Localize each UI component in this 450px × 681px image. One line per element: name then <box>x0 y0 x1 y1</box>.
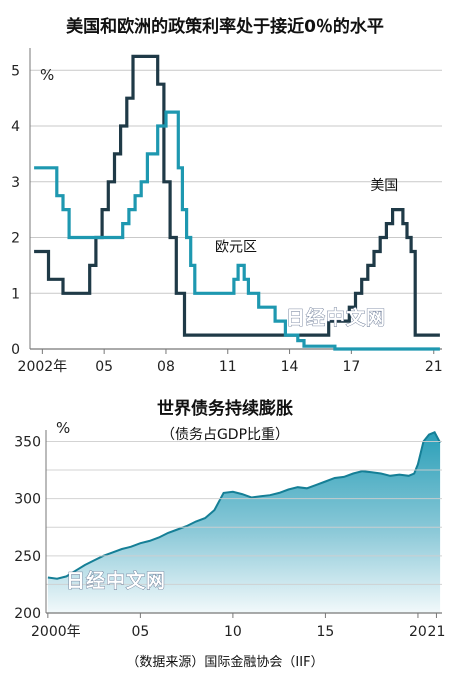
chart1-series-line-2 <box>34 110 440 351</box>
chart2-y-tick-label: 350 <box>14 434 41 450</box>
chart1-x-tick-label: 14 <box>281 359 299 375</box>
chart2-watermark: 日经中文网 <box>66 569 166 592</box>
chart1-x-tick-label: 2002年 <box>18 359 68 375</box>
chart1-title: 美国和欧洲的政策利率处于接近0％的水平 <box>66 16 384 37</box>
chart2-x-tick-label: 21 <box>428 624 446 640</box>
chart2-gridlines <box>45 430 442 614</box>
chart2-series <box>47 431 441 613</box>
chart2-y-tick-label: 300 <box>14 492 41 508</box>
chart1-x-tick-label: 17 <box>342 359 360 375</box>
chart1-series-label-1: 美国 <box>370 178 398 194</box>
chart1-y-tick-label: 1 <box>11 286 20 302</box>
chart1-x-tick-label: 11 <box>219 359 237 375</box>
chart1-series-line-1 <box>34 54 440 337</box>
chart2-y-tick-label: 250 <box>14 549 41 565</box>
chart1-watermark: 日经中文网 <box>286 306 386 329</box>
chart1-x-ticks: 2002年 05 08 11 14 17 21 <box>18 349 443 375</box>
chart1-y-tick-label: 2 <box>11 231 20 247</box>
chart2-unit-label: % <box>56 419 70 437</box>
chart2-x-tick-label: 10 <box>224 624 242 640</box>
chart2-x-tick-label: 05 <box>131 624 149 640</box>
chart1-unit-label: % <box>40 66 54 84</box>
chart1-y-tick-label: 0 <box>11 342 20 358</box>
chart2-y-ticks: 200 250 300 350 <box>14 434 41 622</box>
chart1-y-ticks: 0 1 2 3 4 5 <box>11 63 20 358</box>
chart1-x-tick-label: 08 <box>157 359 175 375</box>
chart2-subtitle: （债务占GDP比重） <box>161 427 289 443</box>
source-note: （数据来源）国际金融协会（IIF） <box>126 654 323 670</box>
chart2-x-ticks: 2000年 05 10 15 20 21 <box>31 613 445 640</box>
chart2-x-tick-label: 2000年 <box>31 624 81 640</box>
chart1-x-tick-label: 21 <box>425 359 443 375</box>
chart1-gridlines <box>29 48 442 350</box>
chart1-y-tick-label: 5 <box>11 63 20 79</box>
chart1-y-tick-label: 4 <box>11 119 20 135</box>
chart2-y-tick-label: 200 <box>14 606 41 622</box>
chart2-x-tick-label: 20 <box>409 624 427 640</box>
chart2-area-line <box>47 431 441 580</box>
chart1-series-label-2: 欧元区 <box>215 239 257 255</box>
chart1-y-tick-label: 3 <box>11 175 20 191</box>
chart1-x-tick-label: 05 <box>95 359 113 375</box>
chart2-title: 世界债务持续膨胀 <box>157 398 293 419</box>
chart2-x-tick-label: 15 <box>317 624 335 640</box>
